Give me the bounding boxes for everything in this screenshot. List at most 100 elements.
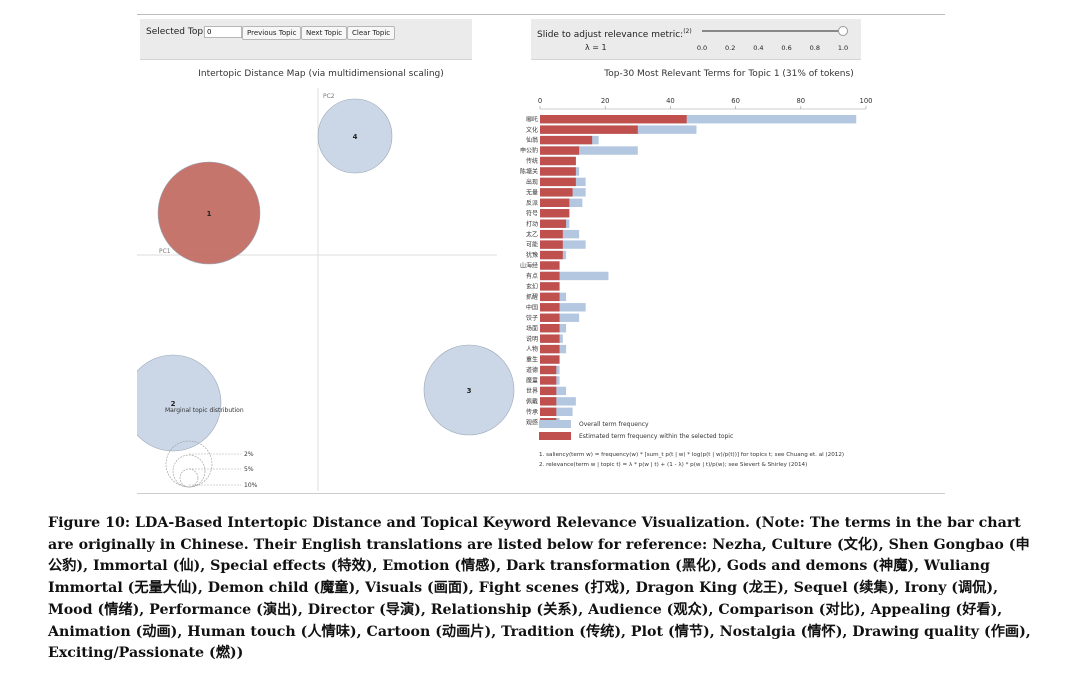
topic-frequency-bar[interactable] (540, 229, 563, 239)
term-label: 魔童 (526, 377, 538, 385)
term-label: 说明 (526, 335, 538, 343)
term-label: 玄幻 (526, 283, 538, 291)
topic-frequency-bar[interactable] (540, 282, 560, 291)
overall-frequency-bar[interactable] (540, 146, 638, 155)
term-label: 符号 (526, 209, 538, 217)
term-label: 犹豫 (526, 251, 538, 259)
legend-swatch-topic (539, 432, 571, 440)
topic-frequency-bar[interactable] (540, 240, 563, 249)
legend-entry-topic: Estimated term frequency within the sele… (579, 433, 733, 440)
topic-frequency-bar[interactable] (540, 407, 557, 416)
pc2-axis-label: PC2 (323, 93, 335, 100)
topic-frequency-bar[interactable] (540, 261, 560, 270)
ldavis-figure: Selected Topic: 0 Previous Topic Next To… (137, 14, 945, 494)
topic-frequency-bar[interactable] (540, 198, 570, 207)
topic-frequency-bar[interactable] (540, 386, 557, 396)
topic-circle-1[interactable] (157, 161, 261, 265)
marginal-legend-entry: 5% (244, 466, 254, 473)
term-label: 观感 (526, 418, 538, 426)
term-label: 世界 (526, 387, 538, 395)
marginal-legend-title: Marginal topic distribution (165, 407, 244, 414)
term-label: 反派 (526, 199, 538, 207)
term-label: 佩戴 (526, 397, 538, 405)
topic-frequency-bar[interactable] (540, 156, 576, 166)
topic-selector-panel: Selected Topic: 0 Previous Topic Next To… (140, 19, 472, 60)
selected-topic-input[interactable]: 0 (204, 26, 242, 38)
topic-frequency-bar[interactable] (540, 250, 563, 260)
topic-frequency-bar[interactable] (540, 292, 560, 302)
topic-frequency-bar[interactable] (540, 355, 560, 364)
slider-footnote-mark: (2) (683, 28, 692, 35)
overall-frequency-bar[interactable] (540, 303, 586, 312)
topic-frequency-bar[interactable] (540, 376, 557, 385)
overall-frequency-bar[interactable] (540, 115, 857, 124)
term-label: 有点 (526, 272, 538, 280)
slider-tick-label: 0.2 (725, 44, 735, 52)
bar-chart-title: Top-30 Most Relevant Terms for Topic 1 (… (603, 69, 853, 79)
topic-circle-2[interactable] (137, 354, 222, 452)
footnote-saliency: 1. saliency(term w) = frequency(w) * [su… (539, 452, 844, 458)
slider-tick-label: 0.0 (697, 44, 707, 52)
marginal-legend-entry: 2% (244, 451, 254, 458)
relevance-slider-panel: Slide to adjust relevance metric:(2) λ =… (531, 19, 861, 60)
slider-handle[interactable] (838, 26, 848, 36)
term-label: 陈塘关 (520, 168, 538, 176)
topic-circle-4[interactable] (317, 98, 393, 174)
marginal-legend-ring (172, 454, 206, 488)
term-label: 太乙 (526, 230, 538, 238)
term-relevance-bar-chart: Top-30 Most Relevant Terms for Topic 1 (… (520, 69, 873, 468)
topic-frequency-bar[interactable] (540, 303, 560, 312)
topic-label-1: 1 (207, 210, 212, 218)
bar-x-tick-label: 40 (666, 97, 675, 105)
topic-frequency-bar[interactable] (540, 125, 638, 134)
overall-frequency-bar[interactable] (540, 397, 576, 406)
topic-frequency-bar[interactable] (540, 177, 576, 187)
topic-frequency-bar[interactable] (540, 271, 560, 281)
topic-frequency-bar[interactable] (540, 324, 560, 333)
term-label: 山海经 (520, 262, 538, 270)
term-label: 人物 (526, 345, 538, 353)
overall-frequency-bar[interactable] (540, 271, 609, 281)
topic-frequency-bar[interactable] (540, 219, 567, 228)
topic-frequency-bar[interactable] (540, 188, 573, 197)
topic-frequency-bar[interactable] (540, 146, 580, 155)
legend-swatch-overall (539, 420, 571, 428)
term-label: 传统 (526, 157, 538, 165)
overall-frequency-bar[interactable] (540, 240, 586, 249)
next-topic-button[interactable]: Next Topic (301, 26, 348, 40)
previous-topic-button[interactable]: Previous Topic (242, 26, 302, 40)
topic-frequency-bar[interactable] (540, 334, 560, 343)
relevance-slider[interactable]: 0.0 0.2 0.4 0.6 0.8 1.0 (531, 19, 861, 59)
mds-title: Intertopic Distance Map (via multidimens… (198, 69, 444, 79)
topic-label-2: 2 (171, 400, 176, 408)
topic-frequency-bar[interactable] (540, 209, 570, 218)
term-label: 重生 (526, 356, 538, 364)
topic-frequency-bar[interactable] (540, 135, 593, 145)
clear-topic-button[interactable]: Clear Topic (347, 26, 396, 40)
topic-circle-3[interactable] (423, 344, 515, 436)
topic-frequency-bar[interactable] (540, 167, 576, 176)
term-label: 传承 (526, 408, 538, 416)
topic-frequency-bar[interactable] (540, 397, 557, 406)
bar-x-tick-label: 80 (796, 97, 805, 105)
pc1-axis-label: PC1 (159, 248, 171, 255)
term-label: 中国 (526, 303, 538, 311)
term-label: 申公豹 (520, 147, 538, 155)
term-label: 道德 (526, 366, 538, 374)
term-label: 无量 (526, 189, 538, 196)
legend-entry-overall: Overall term frequency (579, 421, 649, 428)
topic-frequency-bar[interactable] (540, 313, 560, 322)
slider-label: Slide to adjust relevance metric:(2) (537, 28, 692, 40)
term-label: 饺子 (526, 314, 538, 322)
topic-frequency-bar[interactable] (540, 365, 557, 375)
topic-frequency-bar[interactable] (540, 115, 687, 124)
footnote-relevance: 2. relevance(term w | topic t) = λ * p(w… (539, 462, 807, 468)
term-label: 打动 (526, 220, 538, 228)
slider-tick-label: 0.6 (781, 44, 791, 52)
slider-tick-label: 1.0 (838, 44, 848, 52)
slider-tick-label: 0.4 (753, 44, 763, 52)
term-label: 文化 (526, 126, 538, 134)
term-label: 哪吒 (526, 115, 538, 123)
topic-frequency-bar[interactable] (540, 344, 560, 354)
term-label: 抓醒 (526, 293, 538, 301)
